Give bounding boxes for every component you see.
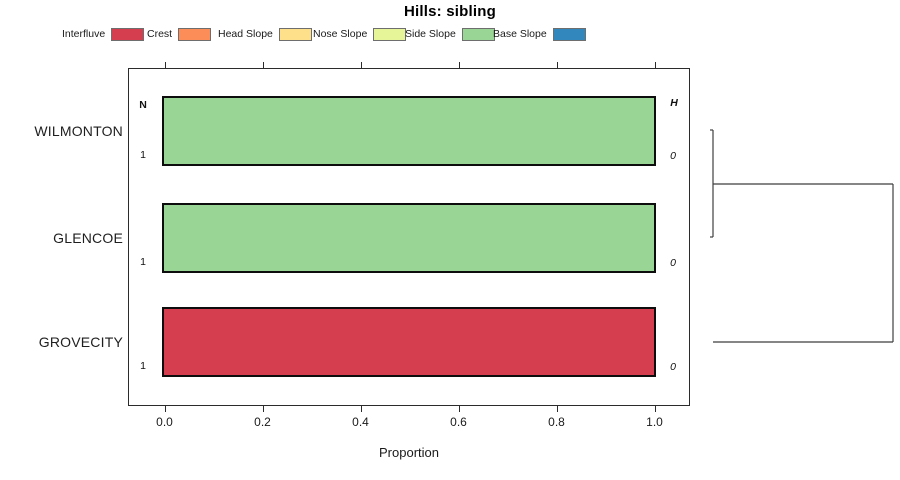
bar-segment-side-slope — [164, 98, 654, 164]
legend-label: Base Slope — [493, 28, 547, 40]
n-value: 1 — [140, 149, 146, 161]
bar — [162, 307, 656, 377]
axis-tick-bottom — [556, 406, 558, 412]
axis-tick-label: 0.4 — [352, 415, 369, 429]
axis-tick-top — [262, 62, 264, 68]
row-label: GLENCOE — [53, 230, 123, 246]
axis-tick-bottom — [458, 406, 460, 412]
axis-tick-top — [164, 62, 166, 68]
legend-swatch — [461, 27, 495, 41]
row-label: WILMONTON — [34, 123, 123, 139]
legend-swatch — [552, 27, 586, 41]
axis-tick-label: 0.8 — [548, 415, 565, 429]
axis-tick-bottom — [262, 406, 264, 412]
x-axis-label: Proportion — [379, 445, 439, 460]
axis-tick-top — [458, 62, 460, 68]
legend-label: Interfluve — [62, 28, 106, 40]
legend-swatch — [373, 27, 407, 41]
bar-segment-side-slope — [164, 205, 654, 271]
legend-label: Nose Slope — [313, 28, 368, 40]
axis-tick-top — [360, 62, 362, 68]
n-column-header: N — [139, 99, 147, 111]
legend-item-nose-slope: Nose Slope — [313, 27, 407, 41]
legend-item-interfluve: Interfluve — [62, 27, 145, 41]
legend-label: Side Slope — [405, 28, 456, 40]
legend-item-crest: Crest — [147, 27, 212, 41]
axis-tick-label: 0.6 — [450, 415, 467, 429]
bar — [162, 96, 656, 166]
h-value: 0 — [670, 361, 676, 373]
legend-item-head-slope: Head Slope — [218, 27, 312, 41]
bar — [162, 203, 656, 273]
legend-label: Crest — [147, 28, 173, 40]
axis-tick-label: 0.2 — [254, 415, 271, 429]
axis-tick-label: 0.0 — [156, 415, 173, 429]
axis-tick-bottom — [360, 406, 362, 412]
legend-label: Head Slope — [218, 28, 273, 40]
legend-item-side-slope: Side Slope — [405, 27, 495, 41]
legend: Interfluve Crest Head Slope Nose Slope Side … — [0, 27, 900, 41]
chart-title: Hills: sibling — [404, 3, 496, 20]
n-value: 1 — [140, 360, 146, 372]
legend-swatch — [111, 27, 145, 41]
h-value: 0 — [670, 257, 676, 269]
axis-tick-bottom — [164, 406, 166, 412]
row-label: GROVECITY — [38, 334, 123, 350]
h-column-header: H — [670, 97, 678, 109]
h-value: 0 — [670, 150, 676, 162]
axis-tick-top — [556, 62, 558, 68]
n-value: 1 — [140, 256, 146, 268]
bar-segment-interfluve — [164, 309, 654, 375]
legend-swatch — [278, 27, 312, 41]
axis-tick-bottom — [654, 406, 656, 412]
axis-tick-top — [654, 62, 656, 68]
legend-swatch — [178, 27, 212, 41]
axis-tick-label: 1.0 — [646, 415, 663, 429]
legend-item-base-slope: Base Slope — [493, 27, 586, 41]
